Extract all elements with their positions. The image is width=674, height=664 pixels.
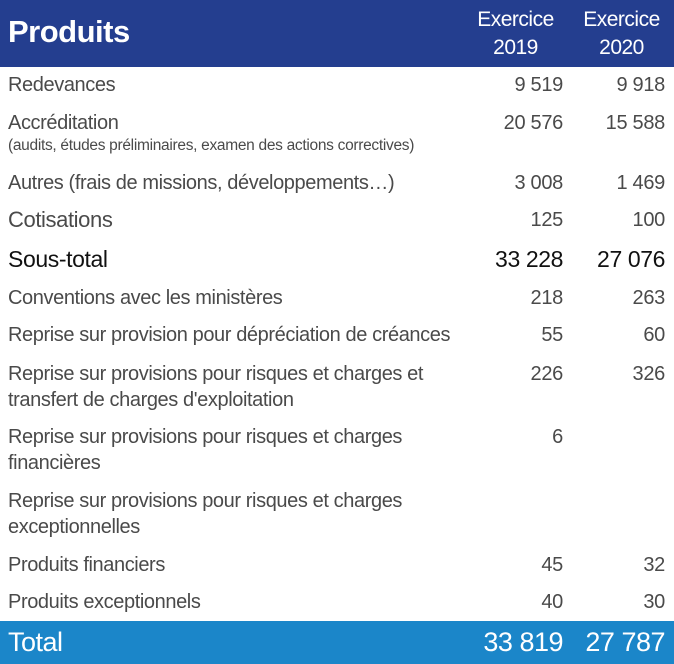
row-label-group: Reprise sur provisions pour risques et c… <box>8 488 458 540</box>
value-2020: 1 469 <box>616 172 665 194</box>
row-label: Reprise sur provisions pour risques et c… <box>8 426 403 448</box>
row-label: Conventions avec les ministères <box>8 287 283 309</box>
table-title: Produits <box>8 14 130 49</box>
column-header-2019-line1: Exercice <box>477 8 554 31</box>
column-header-2020: Exercice 2020 <box>574 6 669 62</box>
column-header-2020-line1: Exercice <box>583 8 660 31</box>
column-header-2020-line2: 2020 <box>599 36 644 59</box>
row-label-continued: transfert de charges d'exploitation <box>8 389 294 411</box>
row-label: Cotisations <box>8 207 113 232</box>
row-label: Accréditation <box>8 112 119 134</box>
table-header: Produits Exercice 2019 Exercice 2020 <box>0 0 674 67</box>
value-2019: 20 576 <box>503 112 564 134</box>
total-row: Total 33 819 27 787 <box>0 621 674 664</box>
value-2019: 226 <box>530 363 564 385</box>
value-2019: 40 <box>541 591 563 613</box>
row-label: Produits exceptionnels <box>8 591 201 613</box>
value-2019: 125 <box>530 209 564 231</box>
value-2019: 33 228 <box>495 246 563 272</box>
value-2020: 263 <box>632 287 666 309</box>
row-label: Autres (frais de missions, développement… <box>8 172 395 194</box>
value-2020: 15 588 <box>605 112 666 134</box>
value-2019: 218 <box>530 287 564 309</box>
total-label: Total <box>8 627 63 657</box>
value-2020: 60 <box>643 324 665 346</box>
value-2020: 9 918 <box>616 74 665 96</box>
row-label-continued: exceptionnelles <box>8 516 140 538</box>
total-value-2019: 33 819 <box>483 627 563 657</box>
column-header-2019-line2: 2019 <box>493 36 538 59</box>
row-label-continued: financières <box>8 452 101 474</box>
value-2020: 100 <box>632 209 666 231</box>
row-label: Reprise sur provisions pour risques et c… <box>8 363 424 385</box>
row-label-group: Reprise sur provisions pour risques et c… <box>8 361 458 413</box>
value-2019: 55 <box>541 324 563 346</box>
total-value-2020: 27 787 <box>585 627 665 657</box>
row-label: Redevances <box>8 74 116 96</box>
row-label: Reprise sur provisions pour risques et c… <box>8 490 403 512</box>
row-label-group: Accréditation (audits, études préliminai… <box>8 110 458 156</box>
row-sublabel: (audits, études préliminaires, examen de… <box>8 137 415 154</box>
value-2019: 6 <box>552 426 563 448</box>
value-2020: 30 <box>643 591 665 613</box>
value-2020: 32 <box>643 554 665 576</box>
row-label: Sous-total <box>8 246 108 272</box>
row-label-group: Reprise sur provisions pour risques et c… <box>8 424 458 476</box>
value-2019: 3 008 <box>514 172 563 194</box>
column-header-2019: Exercice 2019 <box>468 6 563 62</box>
value-2020: 326 <box>632 363 666 385</box>
value-2019: 45 <box>541 554 563 576</box>
row-label: Produits financiers <box>8 554 165 576</box>
value-2020: 27 076 <box>597 246 665 272</box>
row-label: Reprise sur provision pour dépréciation … <box>8 324 451 346</box>
value-2019: 9 519 <box>514 74 563 96</box>
